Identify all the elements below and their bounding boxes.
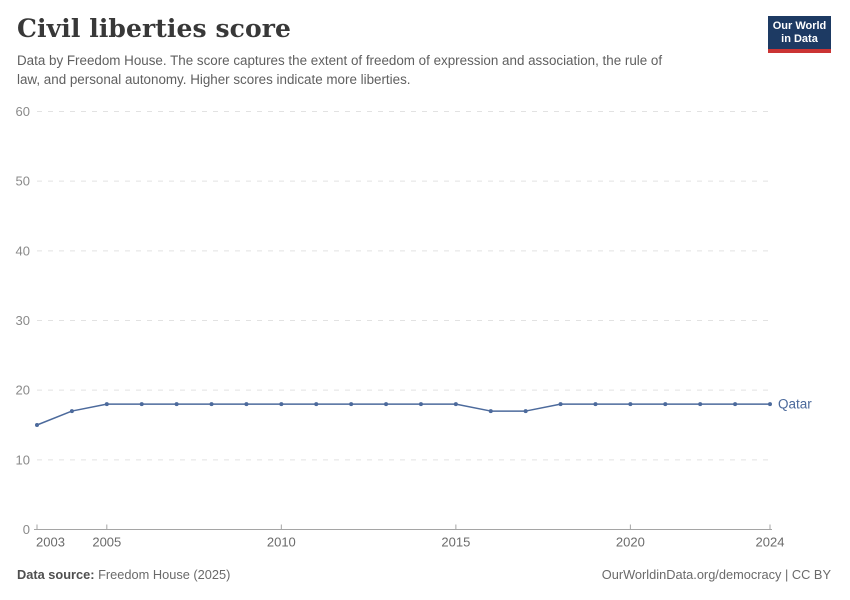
x-axis-tick-label: 2024: [756, 535, 785, 550]
data-point[interactable]: [279, 402, 284, 407]
page-title: Civil liberties score: [17, 14, 292, 43]
x-axis-tick-label: 2005: [92, 535, 121, 550]
y-axis-tick-label: 10: [16, 452, 30, 467]
y-axis-tick-label: 30: [16, 313, 30, 328]
owid-logo[interactable]: Our World in Data: [768, 16, 831, 53]
data-source-value: Freedom House (2025): [98, 567, 231, 582]
data-point[interactable]: [69, 409, 74, 414]
x-axis-tick-label: 2015: [441, 535, 470, 550]
data-point[interactable]: [488, 409, 493, 414]
logo-line2: in Data: [781, 33, 818, 45]
series-end-label[interactable]: Qatar: [778, 397, 812, 412]
data-point[interactable]: [768, 402, 772, 407]
data-point[interactable]: [384, 402, 389, 407]
y-axis-tick-label: 50: [16, 174, 30, 189]
x-axis-tick-label: 2020: [616, 535, 645, 550]
data-point[interactable]: [139, 402, 144, 407]
credit-link[interactable]: OurWorldinData.org/democracy | CC BY: [601, 567, 831, 582]
x-axis-tick-label: 2003: [36, 535, 65, 550]
data-point[interactable]: [244, 402, 249, 407]
data-point[interactable]: [104, 402, 109, 407]
chart-subtitle: Data by Freedom House. The score capture…: [17, 53, 663, 88]
chart-footer: Data source: Freedom House (2025) OurWor…: [17, 567, 831, 582]
y-axis-tick-label: 0: [23, 522, 30, 537]
data-point[interactable]: [628, 402, 633, 407]
data-point[interactable]: [698, 402, 703, 407]
data-point[interactable]: [733, 402, 738, 407]
x-axis-tick-label: 2010: [267, 535, 296, 550]
data-point[interactable]: [523, 409, 528, 414]
y-axis-tick-label: 20: [16, 383, 30, 398]
logo-line1: Our World: [772, 20, 827, 32]
y-axis-tick-label: 40: [16, 243, 30, 258]
data-source-label: Data source:: [17, 567, 95, 582]
series-line: [36, 403, 770, 426]
data-point[interactable]: [349, 402, 354, 407]
data-point[interactable]: [209, 402, 214, 407]
data-point[interactable]: [593, 402, 598, 407]
y-axis-tick-label: 60: [16, 104, 30, 119]
data-source: Data source: Freedom House (2025): [17, 567, 230, 582]
data-point[interactable]: [453, 402, 458, 407]
data-point[interactable]: [314, 402, 319, 407]
data-point[interactable]: [174, 402, 179, 407]
data-point[interactable]: [418, 402, 423, 407]
data-point[interactable]: [35, 423, 39, 427]
data-point[interactable]: [663, 402, 668, 407]
data-point[interactable]: [558, 402, 563, 407]
